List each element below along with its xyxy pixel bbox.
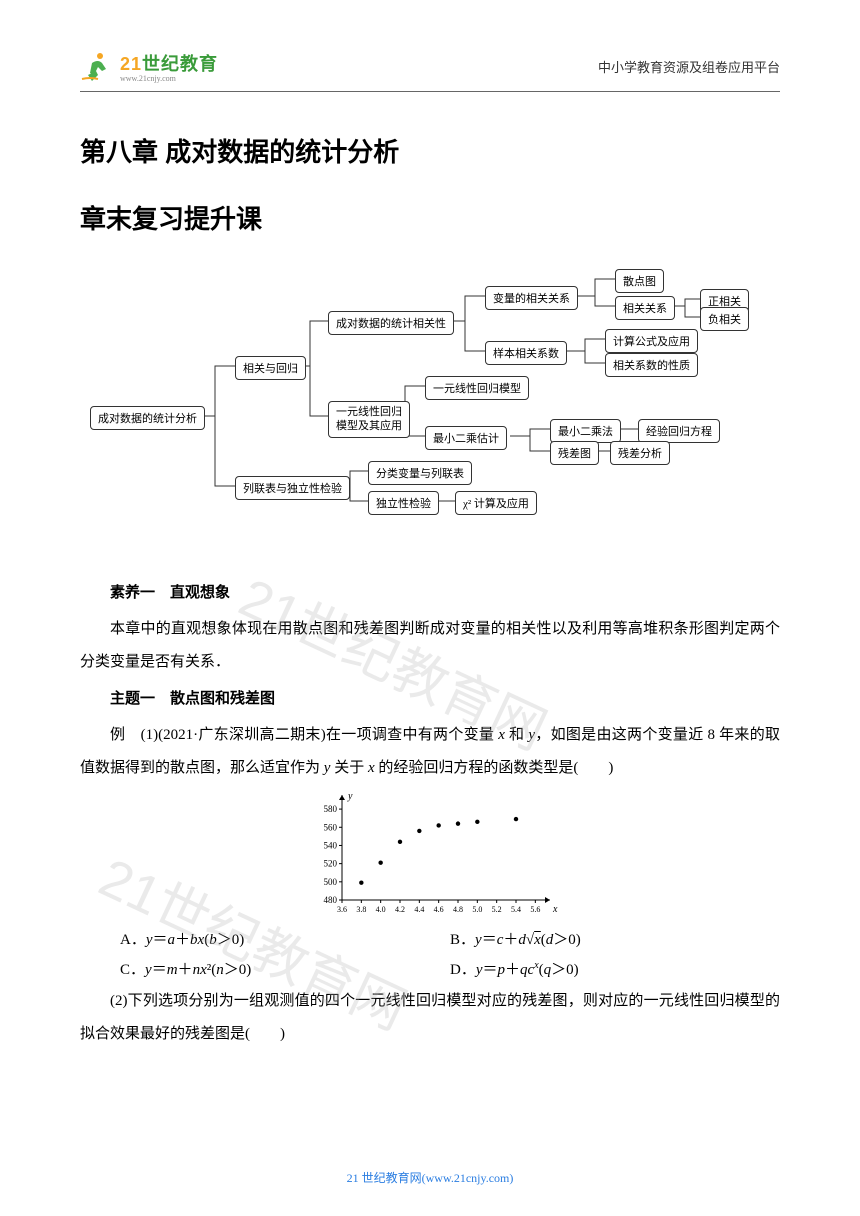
node-d2: 样本相关系数 bbox=[485, 341, 567, 365]
node-d3: 一元线性回归模型 bbox=[425, 376, 529, 400]
header-platform-text: 中小学教育资源及组卷应用平台 bbox=[598, 57, 780, 76]
zhuti-name: 散点图和残差图 bbox=[170, 690, 275, 707]
node-b2: 列联表与独立性检验 bbox=[235, 476, 350, 500]
node-c3: 分类变量与列联表 bbox=[368, 461, 472, 485]
svg-text:5.2: 5.2 bbox=[492, 905, 502, 914]
svg-text:580: 580 bbox=[324, 804, 338, 814]
page-footer: 21 世纪教育网(www.21cnjy.com) bbox=[0, 1169, 860, 1186]
section-title: 章末复习提升课 bbox=[80, 199, 780, 236]
svg-text:480: 480 bbox=[324, 895, 338, 905]
paragraph-1: 本章中的直观想象体现在用散点图和残差图判断成对变量的相关性以及利用等高堆积条形图… bbox=[80, 613, 780, 679]
node-e4: 相关系数的性质 bbox=[605, 353, 698, 377]
zhuti-label: 主题一 bbox=[110, 690, 155, 707]
logo-text: 21世纪教育 bbox=[120, 54, 218, 74]
node-root: 成对数据的统计分析 bbox=[90, 406, 205, 430]
body-content: 素养一 直观想象 本章中的直观想象体现在用散点图和残差图判断成对变量的相关性以及… bbox=[80, 576, 780, 785]
suyang-label: 素养一 bbox=[110, 584, 155, 601]
answer-options: A．y＝a＋bx(b＞0) B．y＝c＋d√x(d＞0) C．y＝m＋nx²(n… bbox=[120, 925, 780, 985]
node-c4: 独立性检验 bbox=[368, 491, 439, 515]
svg-text:4.2: 4.2 bbox=[395, 905, 405, 914]
chapter-title: 第八章 成对数据的统计分析 bbox=[80, 132, 780, 169]
node-e3: 计算公式及应用 bbox=[605, 329, 698, 353]
svg-text:5.0: 5.0 bbox=[472, 905, 482, 914]
svg-text:3.8: 3.8 bbox=[356, 905, 366, 914]
node-d1: 变量的相关关系 bbox=[485, 286, 578, 310]
node-d4: 最小二乘估计 bbox=[425, 426, 507, 450]
node-b1: 相关与回归 bbox=[235, 356, 306, 380]
svg-text:3.6: 3.6 bbox=[337, 905, 347, 914]
node-e1: 散点图 bbox=[615, 269, 664, 293]
option-d: D．y＝p＋qcx(q＞0) bbox=[450, 955, 780, 985]
header-divider bbox=[80, 91, 780, 92]
svg-text:5.4: 5.4 bbox=[511, 905, 521, 914]
node-d5: χ² 计算及应用 bbox=[455, 491, 537, 515]
svg-text:5.6: 5.6 bbox=[530, 905, 540, 914]
svg-text:4.6: 4.6 bbox=[434, 905, 444, 914]
page-header: 21世纪教育 www.21cnjy.com 中小学教育资源及组卷应用平台 bbox=[80, 50, 780, 83]
node-e6: 残差图 bbox=[550, 441, 599, 465]
option-c: C．y＝m＋nx²(n＞0) bbox=[120, 955, 450, 985]
svg-text:y: y bbox=[347, 791, 353, 802]
node-e2: 相关关系 bbox=[615, 296, 675, 320]
node-c2: 一元线性回归模型及其应用 bbox=[328, 401, 410, 438]
svg-text:x: x bbox=[552, 904, 558, 915]
option-a: A．y＝a＋bx(b＞0) bbox=[120, 925, 450, 955]
svg-text:560: 560 bbox=[324, 822, 338, 832]
option-b: B．y＝c＋d√x(d＞0) bbox=[450, 925, 780, 955]
logo-text-block: 21世纪教育 www.21cnjy.com bbox=[120, 50, 218, 83]
example-1: 例 (1)(2021·广东深圳高二期末)在一项调查中有两个变量 x 和 y，如图… bbox=[80, 719, 780, 785]
concept-diagram: 成对数据的统计分析 相关与回归 列联表与独立性检验 成对数据的统计相关性 一元线… bbox=[90, 261, 790, 551]
node-f3: 经验回归方程 bbox=[638, 419, 720, 443]
node-f4: 残差分析 bbox=[610, 441, 670, 465]
logo-runner-icon bbox=[80, 51, 116, 83]
question-2: (2)下列选项分别为一组观测值的四个一元线性回归模型对应的残差图，则对应的一元线… bbox=[80, 985, 780, 1051]
scatter-plot: 480 500 520 540 560 580 3.6 3.8 4.0 4.2 4.4 4.6 4.8 5… bbox=[300, 790, 560, 920]
node-f2: 负相关 bbox=[700, 307, 749, 331]
svg-text:500: 500 bbox=[324, 877, 338, 887]
logo-url: www.21cnjy.com bbox=[120, 74, 218, 83]
node-e5: 最小二乘法 bbox=[550, 419, 621, 443]
svg-text:4.4: 4.4 bbox=[414, 905, 424, 914]
svg-text:520: 520 bbox=[324, 859, 338, 869]
svg-text:4.0: 4.0 bbox=[376, 905, 386, 914]
svg-text:4.8: 4.8 bbox=[453, 905, 463, 914]
logo: 21世纪教育 www.21cnjy.com bbox=[80, 50, 218, 83]
node-c1: 成对数据的统计相关性 bbox=[328, 311, 454, 335]
svg-text:540: 540 bbox=[324, 840, 338, 850]
suyang-name: 直观想象 bbox=[170, 584, 230, 601]
